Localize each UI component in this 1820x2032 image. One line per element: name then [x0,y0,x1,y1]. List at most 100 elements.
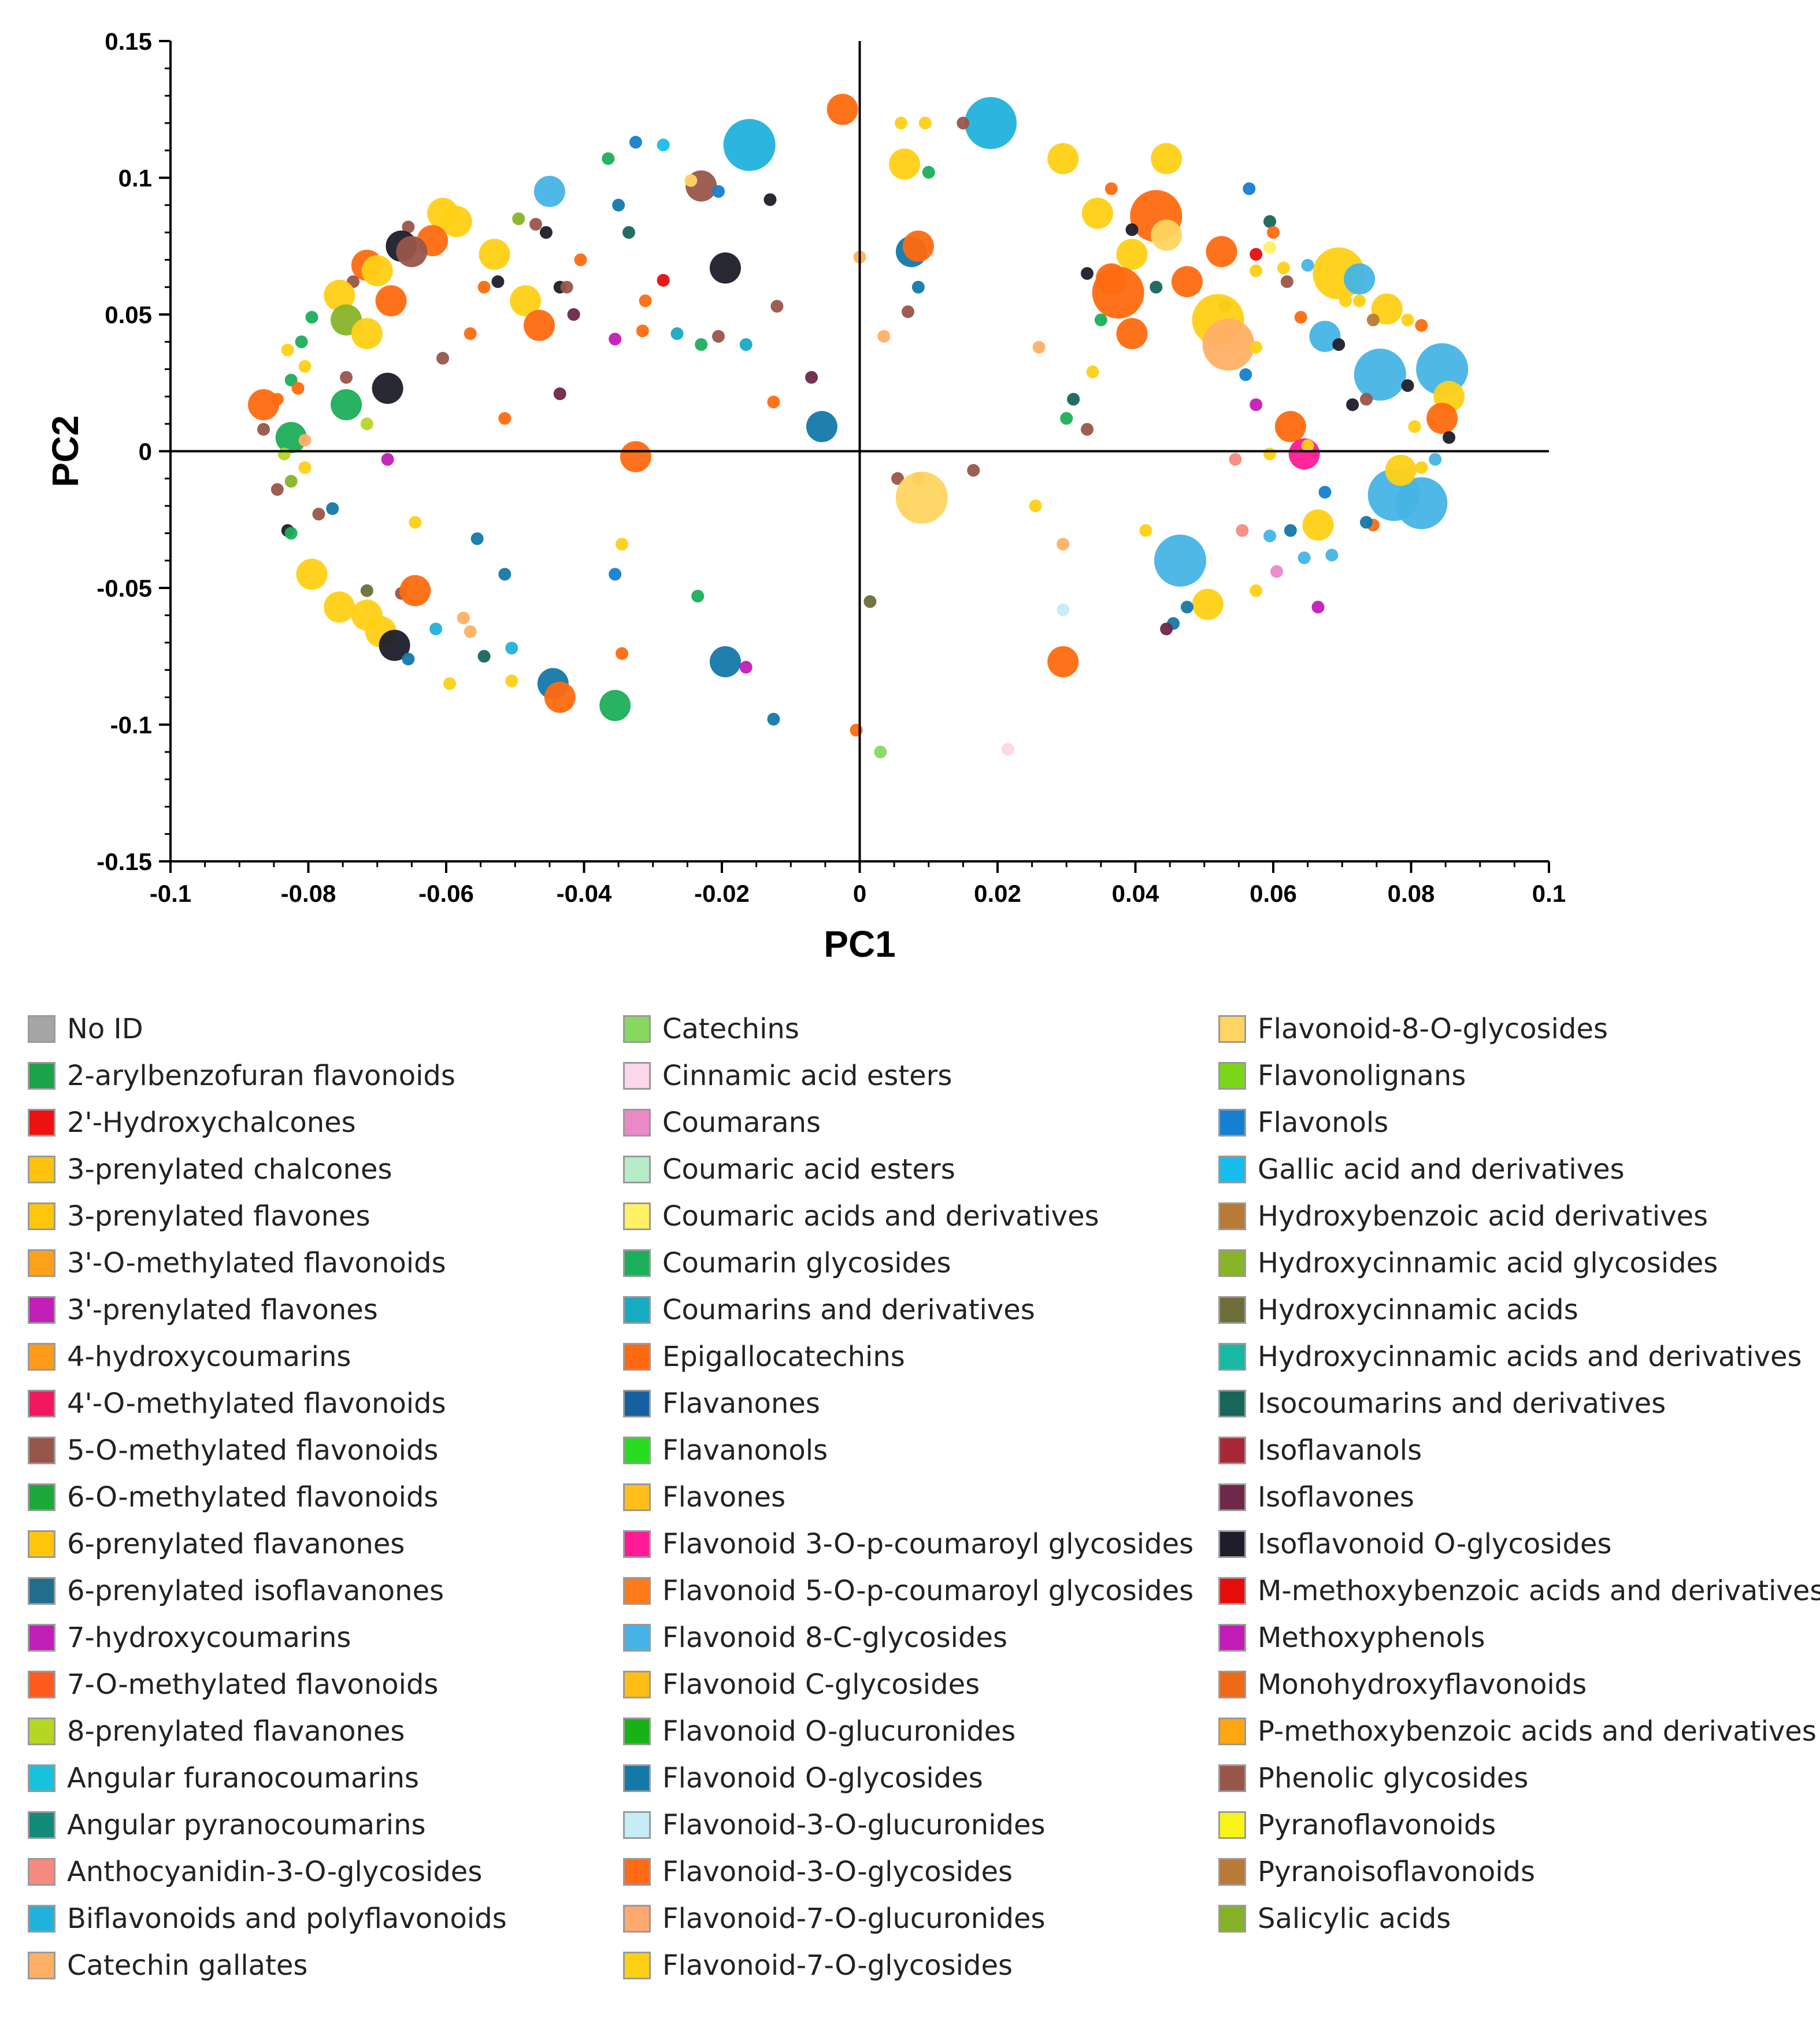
legend-item: Flavonolignans [1218,1056,1466,1096]
legend-item: No ID [28,1009,143,1049]
data-point [1250,398,1263,412]
legend-item: Coumarans [623,1102,821,1143]
data-point [609,568,622,581]
x-tick-label: 0.06 [1250,880,1297,907]
legend-label: Monohydroxyflavonoids [1258,1668,1587,1701]
data-point [340,371,353,384]
legend-item: Pyranoisoflavonoids [1218,1852,1535,1892]
legend-swatch [28,1437,55,1464]
data-point [324,591,355,623]
data-point [1116,238,1148,270]
legend-swatch [28,1390,55,1417]
data-points-layer [247,94,1469,758]
data-point [657,138,670,151]
data-point [443,677,456,690]
data-point [1116,318,1148,350]
legend-item: 7-O-methylated flavonoids [28,1664,438,1705]
legend-item: Epigallocatechins [623,1337,905,1377]
data-point [965,97,1017,149]
legend-item: M-methoxybenzoic acids and derivatives [1218,1571,1820,1611]
data-point [629,136,642,149]
data-point [1395,477,1448,530]
legend-label: Flavonoid C-glycosides [662,1668,980,1701]
legend-label: Flavones [662,1481,786,1513]
data-point [1267,226,1280,239]
legend-swatch [1218,1109,1246,1137]
data-point [560,280,573,294]
x-axis-title: PC1 [824,923,896,965]
legend-label: Gallic acid and derivatives [1258,1153,1625,1186]
legend-swatch [1218,1437,1246,1464]
data-point [1354,349,1406,401]
legend-swatch [623,1062,651,1090]
data-point [1047,646,1079,678]
data-point [1160,622,1173,635]
legend-swatch [28,1764,55,1792]
data-point [402,220,415,234]
data-point [739,661,753,674]
data-point [1057,603,1070,616]
data-point [1086,365,1099,379]
legend-label: Cinnamic acid esters [662,1060,952,1092]
legend-swatch [28,1249,55,1277]
data-point [709,252,741,284]
legend-swatch [623,1577,651,1605]
data-point [544,682,576,713]
legend-item: 3-prenylated chalcones [28,1149,392,1190]
data-point [1081,423,1094,436]
data-point [1067,393,1080,406]
legend-item: 6-prenylated isoflavanones [28,1571,444,1611]
data-point [440,206,472,238]
data-point [902,230,934,262]
data-point [723,119,776,171]
legend-swatch [1218,1530,1246,1558]
data-point [1346,398,1359,412]
data-point [505,642,518,655]
legend-swatch [1218,1671,1246,1698]
legend-swatch [623,1109,651,1137]
legend-label: Isoflavanols [1258,1434,1422,1467]
legend-label: Anthocyanidin-3-O-glycosides [67,1856,483,1888]
x-tick-label: 0.04 [1112,880,1159,907]
data-point [1408,420,1421,433]
legend-label: Flavonoid 8-C-glycosides [662,1622,1007,1654]
legend-item: 6-prenylated flavanones [28,1524,405,1564]
legend-swatch [1218,1811,1246,1839]
data-point [360,417,373,431]
data-point [1092,267,1144,319]
data-point [1284,524,1297,537]
data-point [1359,393,1373,406]
legend-label: 8-prenylated flavanones [67,1715,405,1748]
data-point [901,305,914,319]
y-tick-label: 0 [139,438,152,465]
legend-item: P-methoxybenzoic acids and derivatives [1218,1711,1817,1752]
legend-item: 3'-prenylated flavones [28,1290,378,1330]
legend-item: Flavonoid O-glucuronides [623,1711,1015,1752]
legend-label: Epigallocatechins [662,1341,905,1373]
axes [169,41,1549,863]
legend-swatch [623,1530,651,1558]
legend-item: Methoxyphenols [1218,1618,1485,1658]
legend-label: Isocoumarins and derivatives [1258,1387,1666,1420]
data-point [464,625,477,638]
data-point [1339,294,1352,308]
data-point [1429,453,1442,466]
data-point [491,275,505,288]
legend-item: Catechin gallates [28,1945,307,1986]
x-tick-label: 0 [853,880,866,907]
data-point [1344,263,1376,295]
data-point [874,745,887,758]
legend-item: 8-prenylated flavanones [28,1711,405,1752]
data-point [609,332,622,346]
data-point [457,612,470,625]
data-point [1270,565,1283,578]
legend-swatch [1218,1296,1246,1324]
legend-label: Catechin gallates [67,1949,308,1982]
legend-label: 2-arylbenzofuran flavonoids [67,1060,455,1092]
legend-label: Flavanones [662,1387,820,1420]
legend-item: Isoflavonoid O-glycosides [1218,1524,1612,1564]
data-point [372,372,403,404]
data-point [1060,412,1073,425]
data-point [620,441,651,472]
legend-swatch [623,1156,651,1183]
